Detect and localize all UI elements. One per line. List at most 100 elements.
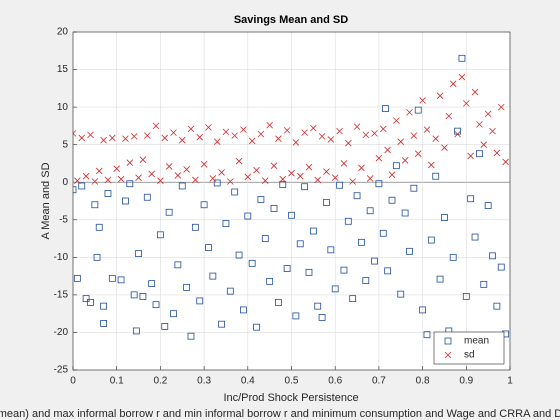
marker-x <box>314 176 322 184</box>
marker-square <box>244 212 252 220</box>
marker-x <box>218 169 225 176</box>
y-tick-label: -25 <box>54 365 69 376</box>
marker-square <box>126 180 134 188</box>
x-axis-label: Inc/Prod Shock Persistence <box>223 392 358 404</box>
marker-x <box>104 176 112 184</box>
legend-label: sd <box>464 350 475 361</box>
marker-square <box>78 182 86 190</box>
marker-x <box>192 176 199 184</box>
y-tick-label: 15 <box>57 64 69 75</box>
marker-x <box>480 141 488 148</box>
marker-x <box>126 159 134 166</box>
marker-square <box>340 266 348 274</box>
marker-square <box>309 227 317 235</box>
marker-square <box>213 179 221 187</box>
marker-x <box>336 127 343 135</box>
x-tick-label: 0.7 <box>372 376 386 387</box>
marker-x <box>279 175 287 183</box>
marker-square <box>87 298 94 306</box>
marker-x <box>340 160 348 167</box>
marker-square <box>187 332 195 340</box>
y-tick-label: -10 <box>54 252 69 263</box>
marker-square <box>444 337 452 345</box>
marker-x <box>384 146 391 154</box>
marker-x <box>323 168 330 175</box>
marker-square <box>91 201 99 209</box>
marker-square <box>296 240 304 248</box>
marker-square <box>178 182 186 190</box>
marker-square <box>401 209 409 217</box>
marker-x <box>318 133 326 140</box>
marker-square <box>362 277 370 285</box>
legend-label: mean <box>464 336 489 347</box>
marker-square <box>318 314 326 321</box>
marker-square <box>174 261 182 269</box>
marker-square <box>117 276 125 284</box>
marker-x <box>419 97 426 104</box>
chart-title: Savings Mean and SD <box>234 14 348 26</box>
marker-x <box>349 178 356 185</box>
marker-x <box>454 130 461 138</box>
marker-square <box>301 183 309 191</box>
marker-square <box>165 208 173 216</box>
marker-square <box>100 302 107 310</box>
marker-x <box>497 103 505 111</box>
marker-square <box>226 287 234 295</box>
marker-square <box>327 246 335 254</box>
marker-square <box>382 105 389 113</box>
marker-x <box>275 135 282 142</box>
marker-square <box>132 327 140 335</box>
marker-square <box>73 274 81 282</box>
marker-square <box>73 186 77 194</box>
marker-square <box>436 275 444 283</box>
legend-box <box>433 331 505 365</box>
marker-x <box>379 125 387 133</box>
marker-square <box>104 190 112 197</box>
marker-square <box>191 223 199 231</box>
marker-square <box>122 197 129 205</box>
x-tick-label: 0.8 <box>416 376 430 387</box>
marker-square <box>423 331 431 339</box>
axes-box <box>72 31 511 371</box>
marker-x <box>406 109 413 116</box>
marker-x <box>432 135 439 142</box>
marker-square <box>156 231 164 239</box>
marker-x <box>301 129 308 136</box>
marker-x <box>414 150 422 157</box>
marker-square <box>274 298 282 306</box>
x-tick-label: 0.6 <box>328 376 342 387</box>
marker-x <box>283 127 291 134</box>
marker-square <box>432 172 440 180</box>
marker-x <box>388 171 396 178</box>
marker-x <box>157 177 164 185</box>
marker-square <box>388 196 396 204</box>
marker-square <box>279 181 287 188</box>
marker-square <box>139 292 147 300</box>
marker-square <box>358 238 365 246</box>
marker-x <box>296 172 304 180</box>
marker-square <box>375 180 383 188</box>
marker-square <box>261 235 269 242</box>
marker-x <box>436 92 444 100</box>
marker-square <box>196 297 204 305</box>
marker-square <box>379 229 387 237</box>
marker-x <box>331 174 339 181</box>
marker-x <box>393 117 400 124</box>
marker-x <box>270 162 278 169</box>
marker-square <box>135 250 142 257</box>
y-axis-label: A Mean and SD <box>40 162 52 239</box>
marker-x <box>397 138 405 145</box>
marker-x <box>353 123 361 130</box>
marker-x <box>449 80 457 88</box>
marker-square <box>209 272 217 280</box>
x-tick-label: 0.3 <box>197 376 211 387</box>
marker-square <box>353 192 361 200</box>
marker-x <box>502 158 509 166</box>
marker-x <box>91 178 99 185</box>
marker-square <box>462 292 470 300</box>
marker-square <box>288 211 295 219</box>
marker-square <box>344 217 352 225</box>
marker-x <box>209 175 217 182</box>
marker-square <box>314 302 322 310</box>
